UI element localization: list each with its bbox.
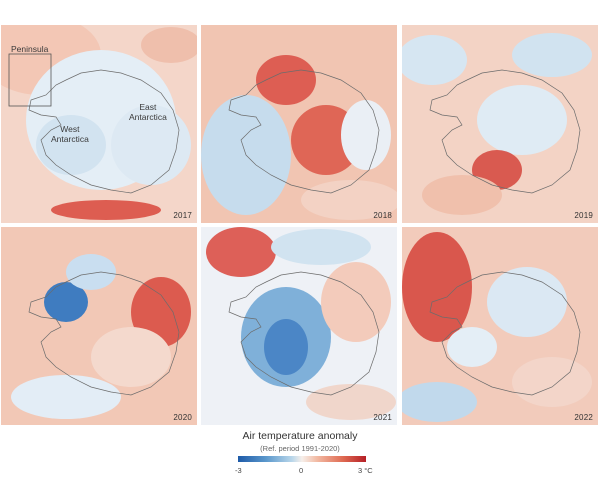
year-label-2021: 2021: [373, 413, 392, 422]
east-antarctica-label: East Antarctica: [129, 102, 167, 122]
colorbar-min-label: -3: [235, 466, 242, 475]
map-panel-2019: 2019: [402, 25, 598, 223]
year-label-2022: 2022: [574, 413, 593, 422]
map-panel-2018: 2018: [201, 25, 397, 223]
peninsula-label: Peninsula: [11, 44, 49, 54]
legend-title: Air temperature anomaly: [242, 430, 358, 442]
year-label-2020: 2020: [173, 413, 192, 422]
anomaly-map-2017: [1, 25, 197, 223]
legend-subtitle: (Ref. period 1991-2020): [260, 444, 340, 453]
west-antarctica-label: West Antarctica: [51, 124, 89, 144]
anomaly-map-2021: [201, 227, 397, 425]
colorbar-mid-label: 0: [299, 466, 304, 475]
anomaly-map-grid: Peninsula West Antarctica East Antarctic…: [0, 25, 600, 425]
year-label-2017: 2017: [173, 211, 192, 220]
colorbar-legend: Air temperature anomaly (Ref. period 199…: [0, 428, 600, 500]
anomaly-map-2018: [201, 25, 397, 223]
anomaly-map-2020: [1, 227, 197, 425]
year-label-2019: 2019: [574, 211, 593, 220]
map-panel-2021: 2021: [201, 227, 397, 425]
anomaly-map-2019: [402, 25, 598, 223]
map-panel-2020: 2020: [1, 227, 197, 425]
colorbar: [238, 456, 366, 462]
map-panel-2017: Peninsula West Antarctica East Antarctic…: [1, 25, 197, 223]
colorbar-max-label: 3 °C: [358, 466, 373, 475]
year-label-2018: 2018: [373, 211, 392, 220]
anomaly-map-2022: [402, 227, 598, 425]
map-panel-2022: 2022: [402, 227, 598, 425]
